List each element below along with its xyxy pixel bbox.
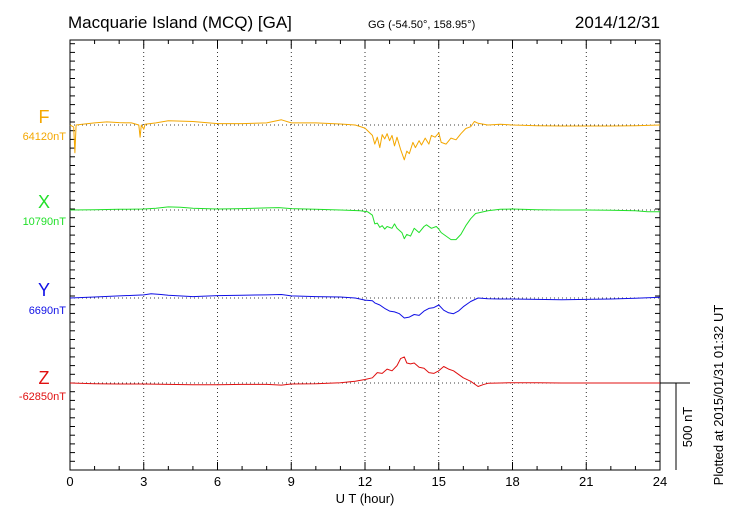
x-tick-label: 9 <box>288 474 295 489</box>
x-tick-label: 15 <box>432 474 446 489</box>
channel-label-y: Y <box>38 280 50 300</box>
series-line-y <box>69 293 661 319</box>
channel-baseline-z: -62850nT <box>19 391 66 403</box>
series-line-z <box>69 356 660 387</box>
plot-date: 2014/12/31 <box>575 13 660 32</box>
x-tick-label: 12 <box>358 474 372 489</box>
channel-label-x: X <box>38 192 50 212</box>
plotted-timestamp: Plotted at 2015/01/31 01:32 UT <box>711 305 726 486</box>
series-traces <box>69 119 661 387</box>
series-line-f <box>69 119 661 161</box>
x-tick-label: 21 <box>579 474 593 489</box>
axis-ticks: 0 3 6 9 12 15 18 21 24 <box>66 40 667 489</box>
x-tick-label: 0 <box>66 474 73 489</box>
series-line-x <box>69 206 660 241</box>
channel-label-z: Z <box>39 368 50 388</box>
station-coordinates: GG (-54.50°, 158.95°) <box>368 19 475 31</box>
station-title: Macquarie Island (MCQ) [GA] <box>68 13 292 32</box>
x-axis-label: U T (hour) <box>336 491 395 506</box>
x-tick-label: 3 <box>140 474 147 489</box>
channel-label-f: F <box>39 107 50 127</box>
scale-bar-label: 500 nT <box>680 407 695 448</box>
channel-baseline-f: 64120nT <box>23 131 67 143</box>
channel-baseline-y: 6690nT <box>29 305 67 317</box>
grid <box>70 40 660 470</box>
x-tick-label: 6 <box>214 474 221 489</box>
channel-labels: F 64120nT X 10790nT Y 6690nT Z -62850nT <box>19 107 66 403</box>
channel-baseline-x: 10790nT <box>23 216 67 228</box>
x-tick-label: 24 <box>653 474 667 489</box>
x-tick-label: 18 <box>505 474 519 489</box>
scale-bar: 500 nT <box>660 382 695 470</box>
